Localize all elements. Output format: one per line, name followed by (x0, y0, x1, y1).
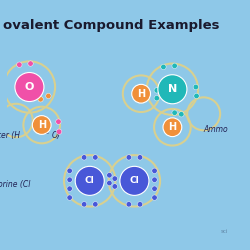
Text: H: H (137, 89, 145, 99)
Circle shape (172, 63, 177, 68)
Text: Ammo: Ammo (204, 125, 228, 134)
Text: N: N (168, 84, 177, 94)
Circle shape (67, 168, 72, 173)
Text: Cl: Cl (85, 176, 94, 185)
Circle shape (107, 180, 112, 186)
Text: sci: sci (221, 230, 228, 234)
Circle shape (28, 61, 33, 66)
Circle shape (82, 155, 87, 160)
Circle shape (152, 177, 157, 182)
Text: ter (H: ter (H (0, 130, 20, 140)
Text: ovalent Compound Examples: ovalent Compound Examples (2, 19, 219, 32)
Circle shape (193, 84, 198, 90)
Circle shape (107, 172, 112, 178)
Circle shape (56, 129, 62, 134)
Circle shape (17, 62, 22, 67)
Text: Cl: Cl (130, 176, 139, 185)
Text: O): O) (52, 130, 61, 140)
Circle shape (1, 90, 6, 95)
Text: H: H (38, 120, 46, 130)
Circle shape (194, 93, 199, 99)
Circle shape (1, 80, 6, 85)
Circle shape (152, 186, 157, 191)
Circle shape (56, 119, 61, 124)
Circle shape (32, 116, 51, 134)
Circle shape (154, 88, 160, 93)
Text: O: O (25, 82, 34, 92)
Circle shape (137, 155, 143, 160)
Circle shape (93, 155, 98, 160)
Circle shape (152, 168, 157, 173)
Circle shape (112, 184, 117, 189)
Circle shape (38, 97, 43, 102)
Circle shape (67, 177, 72, 182)
Circle shape (120, 166, 149, 195)
Circle shape (161, 64, 166, 70)
Circle shape (172, 110, 177, 116)
Circle shape (67, 195, 72, 200)
Circle shape (158, 75, 187, 104)
Circle shape (112, 176, 117, 181)
Circle shape (75, 166, 104, 195)
Circle shape (137, 202, 143, 207)
Circle shape (67, 186, 72, 191)
Text: 2: 2 (75, 179, 79, 184)
Circle shape (93, 202, 98, 207)
Circle shape (126, 155, 132, 160)
Circle shape (154, 96, 160, 101)
Circle shape (82, 202, 87, 207)
Circle shape (163, 118, 182, 137)
Circle shape (15, 72, 44, 102)
Text: 2: 2 (46, 130, 50, 135)
Circle shape (132, 84, 150, 103)
Circle shape (46, 93, 51, 99)
Circle shape (126, 202, 132, 207)
Text: ): ) (80, 180, 83, 189)
Circle shape (179, 112, 184, 117)
Text: H: H (168, 122, 176, 132)
Text: orine (Cl: orine (Cl (0, 180, 30, 189)
Circle shape (152, 195, 157, 200)
